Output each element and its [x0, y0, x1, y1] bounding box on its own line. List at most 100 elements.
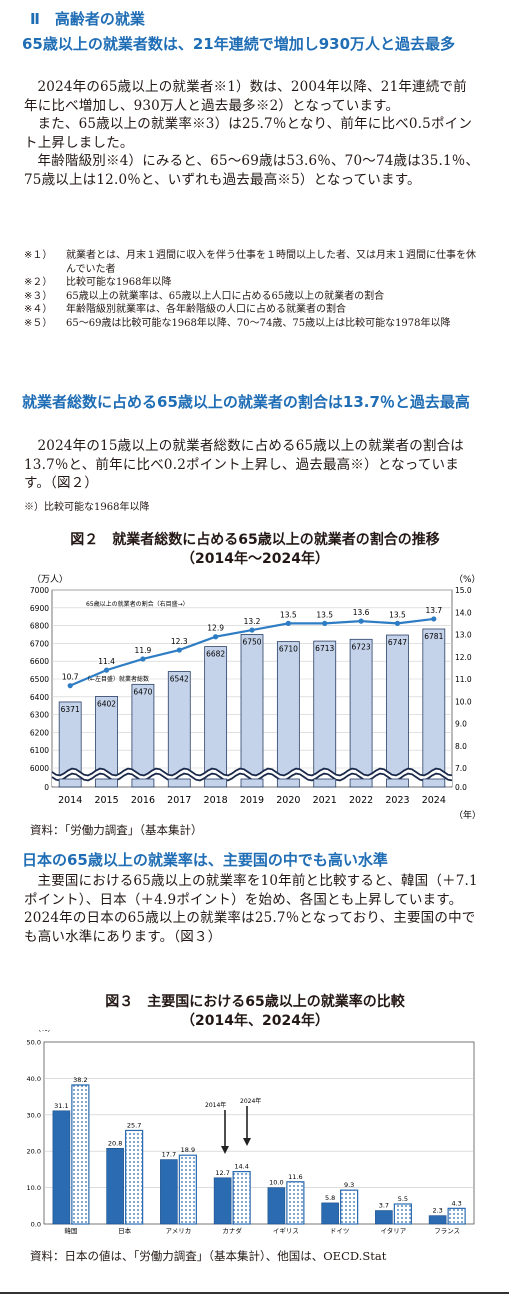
- fig2-axis-break: [51, 767, 453, 788]
- fig2-title: 図２ 就業者総数に占める65歳以上の就業者の割合の推移 （2014年～2024年…: [70, 532, 440, 567]
- fig3-y-ticks: 0.0 10.0 20.0 30.0 40.0 50.0: [27, 1039, 41, 1229]
- fig3-bar-2014: [267, 1187, 286, 1225]
- fig2-line-label: 13.5: [316, 610, 333, 619]
- fig2-right-unit: （%）: [454, 574, 481, 585]
- fig2-line-legend: 65歳以上の就業者の割合（右目盛→）: [86, 600, 189, 608]
- fig2-bar: [276, 641, 300, 788]
- fig2-x-label: 2016: [131, 795, 155, 806]
- fig2-break-wave: [51, 767, 453, 777]
- fig3-y-tick: 50.0: [27, 1039, 41, 1047]
- fig2-x-label: 2015: [94, 795, 118, 806]
- fig3-source: 資料：日本の値は、「労働力調査」（基本集計）、他国は、OECD.Stat: [30, 1249, 387, 1263]
- fig2-line-label: 12.3: [171, 637, 188, 646]
- fig3-annot-2024: 2024年: [240, 1097, 261, 1105]
- fig3-label-2014: 3.7: [379, 1202, 389, 1210]
- fig3-bar-2024: [340, 1189, 359, 1225]
- fig3-plot-frame: [43, 1041, 475, 1225]
- fig2-bar-label: 6750: [242, 638, 261, 647]
- block1-paragraph-1: 2024年の65歳以上の就業者※1）数は、2004年以降、21年連続で前年に比べ…: [24, 79, 467, 114]
- fig3-bar-2014: [375, 1210, 393, 1225]
- fig3-bar-2014: [321, 1202, 339, 1225]
- fig2-left-tick: 6900: [30, 604, 49, 613]
- fig2-bar: [313, 640, 337, 788]
- fig2-right-tick: 10.0: [455, 697, 472, 706]
- fig3-label-2024: 25.7: [127, 1121, 141, 1129]
- fig2-bar-stub: [422, 778, 446, 788]
- note-2: ※２） 比較可能な1968年以降: [24, 277, 172, 288]
- fig2-x-label: 2024: [422, 795, 446, 806]
- fig2-bar-legend: （←左目盛）就業者総数: [84, 675, 149, 683]
- fig3-label-2024: 5.5: [398, 1195, 408, 1203]
- fig3-annot-2014: 2014年: [205, 1101, 226, 1109]
- fig2-bar-label: 6682: [206, 650, 225, 659]
- fig2-chart: （万人） （%） 0 6000 6100 6200 6300 6400 6500 6600 67…: [30, 574, 481, 820]
- fig2-bar-stub: [240, 778, 264, 788]
- block1-paragraph-3: 年齢階級別※4）にみると、65～69歳は53.6％、70～74歳は35.1％、7…: [24, 153, 480, 188]
- fig3-label-2014: 2.3: [432, 1207, 442, 1215]
- fig2-bar-label: 6371: [61, 705, 80, 714]
- fig2-left-tick: 6700: [30, 639, 49, 648]
- fig2-bar: [386, 634, 409, 788]
- fig3-x-label: フランス: [434, 1227, 460, 1235]
- fig2-right-tick: 12.0: [455, 653, 472, 662]
- fig3-label-2024: 9.3: [344, 1181, 354, 1189]
- block3-body: 主要国における65歳以上の就業率を10年前と比較すると、韓国（＋7.1ポイント）…: [24, 872, 480, 946]
- fig3-chart: （%） 0.0 10.0 20.0 30.0 40.0 50.0 31.1 38.2 20.8…: [27, 1030, 475, 1235]
- block3-paragraph: 主要国における65歳以上の就業率を10年前と比較すると、韓国（＋7.1ポイント）…: [24, 873, 478, 945]
- fig2-line-point: [249, 627, 255, 633]
- heading-employed-count: 65歳以上の就業者数は、21年連続で増加し930万人と過去最多: [22, 35, 456, 53]
- fig3-label-2024: 11.6: [288, 1173, 302, 1181]
- fig3-label-2014: 10.0: [269, 1179, 283, 1187]
- fig3-arrowhead-2014: [221, 1146, 229, 1154]
- section-title: Ⅱ 高齢者の就業: [30, 10, 145, 28]
- fig2-line-point: [358, 618, 364, 624]
- fig2-bar-stub: [349, 778, 373, 788]
- fig2-line-label: 11.4: [98, 657, 115, 666]
- heading-share: 就業者総数に占める65歳以上の就業者の割合は13.7％と過去最高: [22, 393, 470, 411]
- fig2-x-label: 2023: [385, 795, 409, 806]
- fig3-bar-2024: [71, 1084, 90, 1225]
- fig3-bar-2024: [125, 1129, 144, 1225]
- fig2-x-label: 2022: [349, 795, 373, 806]
- fig2-line-point: [67, 683, 73, 689]
- fig2-x-label: 2018: [204, 795, 228, 806]
- block1-paragraph-2: また、65歳以上の就業率※3）は25.7％となり、前年に比べ0.5ポイント上昇し…: [24, 116, 473, 151]
- fig2-left-tick: 6300: [30, 711, 49, 720]
- fig2-left-tick: 6100: [30, 746, 49, 755]
- fig2-line-label: 13.7: [425, 606, 442, 615]
- fig2-left-tick: 6500: [30, 675, 49, 684]
- fig3-x-label: 日本: [118, 1226, 132, 1235]
- fig2-line-label: 10.7: [62, 673, 79, 682]
- fig2-x-label: 2014: [58, 795, 82, 806]
- fig3-x-label: アメリカ: [166, 1227, 192, 1235]
- fig2-x-label: 2020: [276, 795, 300, 806]
- fig3-label-2024: 18.9: [181, 1146, 195, 1154]
- note-1: ※１） 就業者とは、月末１週間に収入を伴う仕事を１時間以上した者、又は月末１週間に…: [24, 250, 476, 275]
- fig2-right-ticks: 0.0 7.0 8.0 9.0 10.0 11.0 12.0 13.0 14.0 15.0: [455, 586, 472, 792]
- fig3-x-label: イタリア: [381, 1226, 407, 1235]
- fig2-left-tick: 6600: [30, 657, 49, 666]
- fig2-left-tick: 6800: [30, 622, 49, 631]
- fig2-right-tick: 11.0: [455, 675, 472, 684]
- fig2-right-tick: 0.0: [455, 783, 467, 792]
- fig2-bar-label: 6470: [133, 687, 152, 696]
- fig3-bar-2024: [447, 1207, 466, 1225]
- fig2-line-label: 11.9: [135, 646, 152, 655]
- fig2-bars: 6371 6402 6470 6542 6682 6750 6710 6713 6723 6747…: [58, 628, 446, 788]
- fig2-line-point: [140, 656, 146, 662]
- fig2-left-tick: 7000: [30, 586, 49, 595]
- fig2-bar-stub: [131, 778, 155, 788]
- fig2-gridlines: [52, 589, 452, 769]
- bottom-rule: [0, 1292, 509, 1294]
- fig2-line-label: 13.6: [353, 608, 370, 617]
- fig3-bars: 31.1 38.2 20.8 25.7 17.7 18.9 12.7 14.4 10.0 11.6…: [52, 1076, 466, 1225]
- fig2-x-label: 2021: [313, 795, 337, 806]
- fig2-bar-stub: [276, 778, 300, 788]
- fig2-right-tick: 8.0: [455, 742, 467, 751]
- fig2-x-labels: 2014 2015 2016 2017 2018 2019 2020 2021 2022 2023…: [58, 795, 446, 806]
- fig3-bar-2014: [160, 1159, 178, 1225]
- fig3-x-label: イギリス: [273, 1227, 299, 1235]
- fig2-year-unit: （年）: [454, 809, 481, 820]
- fig2-line: 10.7 11.4 11.9 12.3 12.9 13.2 13.5 13.5 13.6 13.5…: [62, 606, 442, 689]
- fig3-y-tick: 20.0: [27, 1148, 41, 1156]
